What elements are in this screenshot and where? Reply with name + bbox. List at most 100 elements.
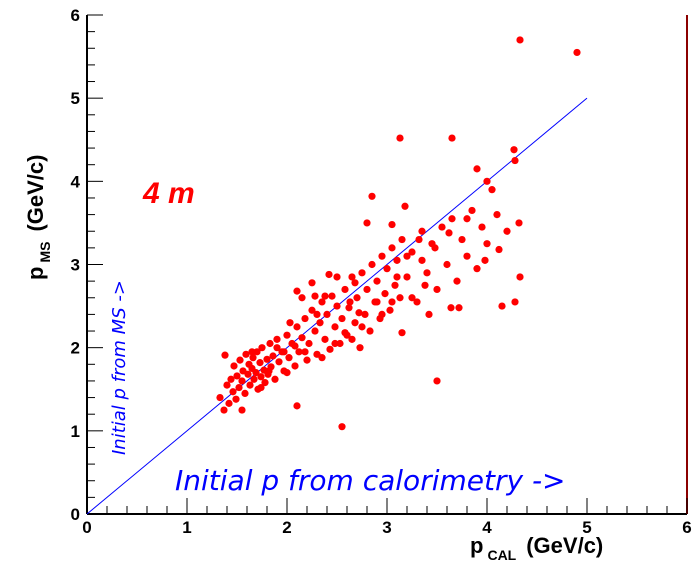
data-point	[298, 334, 306, 342]
annotation-y-note: Initial p from MS ->	[109, 280, 130, 455]
data-point	[238, 406, 246, 414]
data-point	[280, 348, 288, 356]
data-point	[263, 355, 271, 363]
data-point	[473, 265, 481, 273]
x-tick-label: 0	[82, 518, 91, 537]
y-tick-label: 3	[71, 256, 80, 275]
data-point	[383, 265, 391, 273]
data-point	[348, 335, 356, 343]
data-point	[273, 335, 281, 343]
data-point	[373, 277, 381, 285]
data-point	[253, 348, 261, 356]
data-point	[495, 245, 503, 254]
data-point	[248, 348, 256, 356]
data-point	[246, 381, 254, 389]
data-point	[236, 356, 244, 364]
data-point	[258, 344, 266, 352]
data-point	[252, 369, 260, 377]
data-point	[238, 377, 246, 385]
data-point	[266, 339, 274, 348]
data-point	[431, 244, 439, 252]
data-point	[447, 304, 455, 312]
data-point	[325, 270, 333, 279]
y-axis-title-sub: MS	[37, 242, 53, 263]
data-point	[293, 287, 301, 295]
data-point	[388, 244, 396, 252]
data-point	[232, 395, 240, 403]
data-point	[510, 146, 518, 154]
data-point	[356, 344, 364, 352]
data-point	[216, 393, 224, 402]
annotation-4m: 4 m	[142, 177, 195, 210]
data-point	[250, 375, 258, 383]
data-point	[403, 252, 411, 260]
data-point	[271, 375, 279, 383]
x-tick-label: 5	[582, 518, 591, 537]
data-point	[425, 310, 433, 318]
data-point	[318, 354, 326, 362]
data-point	[326, 345, 334, 353]
data-point	[358, 323, 366, 331]
data-point	[353, 294, 361, 302]
data-point	[336, 339, 344, 348]
data-point	[308, 279, 316, 287]
data-point	[295, 348, 303, 356]
data-point	[398, 235, 406, 244]
data-point	[229, 388, 237, 396]
data-point	[418, 256, 426, 264]
data-point	[396, 294, 404, 302]
data-point	[333, 302, 341, 310]
data-point	[283, 369, 291, 377]
data-point	[257, 373, 265, 381]
data-point	[303, 356, 311, 364]
data-point	[438, 223, 446, 231]
data-point	[573, 48, 581, 57]
data-point	[293, 323, 301, 331]
data-point	[301, 348, 309, 356]
data-point	[393, 273, 401, 281]
x-tick-label: 1	[182, 518, 191, 537]
data-point	[333, 273, 341, 281]
data-point	[503, 227, 511, 235]
data-point	[348, 273, 356, 281]
data-point	[415, 235, 423, 244]
data-point	[355, 309, 363, 317]
data-point	[223, 381, 231, 389]
data-point	[233, 372, 241, 380]
data-point	[463, 252, 471, 260]
data-point	[331, 339, 339, 348]
data-point	[448, 134, 456, 142]
data-point	[423, 269, 431, 277]
data-point	[313, 310, 321, 318]
data-point	[293, 402, 301, 410]
data-point	[498, 302, 506, 310]
data-point	[341, 285, 349, 294]
data-point	[368, 260, 376, 269]
data-point	[361, 310, 369, 318]
data-point	[305, 339, 313, 348]
data-point	[408, 294, 416, 302]
data-point	[481, 256, 489, 264]
data-point	[265, 367, 273, 375]
data-point	[331, 323, 339, 331]
data-point	[393, 256, 401, 264]
data-point	[345, 304, 353, 312]
data-point	[381, 290, 389, 298]
data-point	[398, 329, 406, 337]
data-point	[338, 423, 346, 431]
y-axis-title-unit: (GeV/c)	[23, 155, 48, 232]
data-point	[368, 192, 376, 200]
y-tick-label: 0	[71, 505, 80, 524]
y-axis-title: p MS (GeV/c)	[23, 155, 54, 280]
data-point	[488, 186, 496, 194]
data-point	[373, 298, 381, 306]
data-point	[445, 229, 453, 237]
data-point	[515, 219, 523, 227]
data-point	[311, 327, 319, 335]
data-point	[285, 354, 293, 362]
x-axis-title-sub: CAL	[487, 547, 516, 563]
data-point	[249, 354, 257, 362]
data-point	[244, 370, 252, 378]
data-point	[308, 306, 316, 314]
